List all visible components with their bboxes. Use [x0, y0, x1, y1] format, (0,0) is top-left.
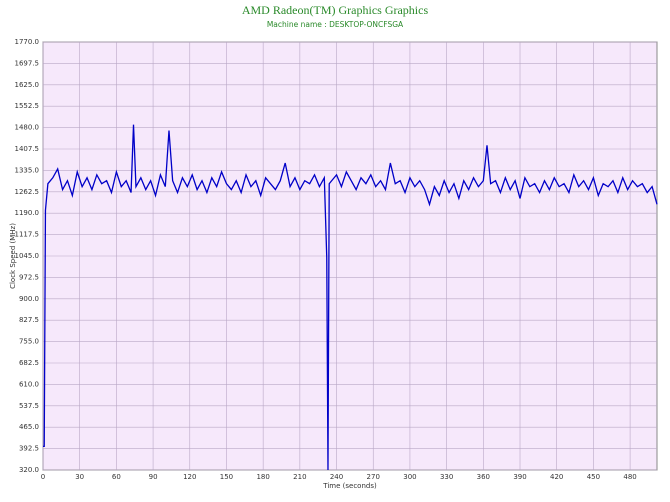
x-tick-label: 300 — [403, 473, 416, 481]
chart-title: AMD Radeon(TM) Graphics Graphics — [242, 3, 429, 17]
y-tick-label: 827.5 — [19, 316, 39, 324]
y-tick-label: 1625.0 — [15, 81, 40, 89]
x-tick-label: 0 — [41, 473, 45, 481]
x-tick-label: 270 — [367, 473, 380, 481]
y-tick-label: 1407.5 — [15, 145, 40, 153]
y-tick-label: 537.5 — [19, 402, 39, 410]
y-tick-label: 1335.0 — [15, 166, 40, 174]
y-tick-label: 1262.5 — [15, 188, 40, 196]
x-tick-label: 450 — [587, 473, 600, 481]
x-tick-label: 240 — [330, 473, 343, 481]
x-tick-label: 90 — [149, 473, 158, 481]
x-tick-label: 180 — [256, 473, 269, 481]
data-line — [43, 124, 658, 471]
x-tick-label: 120 — [183, 473, 196, 481]
y-tick-label: 610.0 — [19, 380, 39, 388]
x-tick-label: 150 — [220, 473, 233, 481]
y-tick-label: 1045.0 — [15, 252, 40, 260]
x-tick-label: 60 — [112, 473, 121, 481]
y-tick-label: 900.0 — [19, 295, 39, 303]
y-tick-label: 1480.0 — [15, 124, 40, 132]
x-axis-label: Time (seconds) — [322, 482, 377, 490]
x-tick-label: 420 — [550, 473, 563, 481]
x-tick-label: 390 — [513, 473, 526, 481]
y-tick-label: 1190.0 — [15, 209, 40, 217]
y-tick-label: 392.5 — [19, 445, 39, 453]
y-tick-label: 682.5 — [19, 359, 39, 367]
y-tick-label: 1697.5 — [15, 59, 40, 67]
y-tick-label: 1552.5 — [15, 102, 40, 110]
x-tick-label: 360 — [477, 473, 490, 481]
x-tick-label: 210 — [293, 473, 306, 481]
x-tick-label: 30 — [75, 473, 84, 481]
x-tick-label: 330 — [440, 473, 453, 481]
y-tick-label: 1117.5 — [15, 231, 40, 239]
y-axis-label: Clock Speed (MHz) — [9, 223, 17, 289]
chart-subtitle: Machine name : DESKTOP-ONCFSGA — [267, 20, 404, 29]
x-tick-label: 480 — [623, 473, 636, 481]
y-tick-label: 755.0 — [19, 338, 39, 346]
y-tick-label: 320.0 — [19, 466, 39, 474]
y-tick-label: 465.0 — [19, 423, 39, 431]
y-tick-label: 1770.0 — [15, 38, 40, 46]
y-tick-label: 972.5 — [19, 273, 39, 281]
